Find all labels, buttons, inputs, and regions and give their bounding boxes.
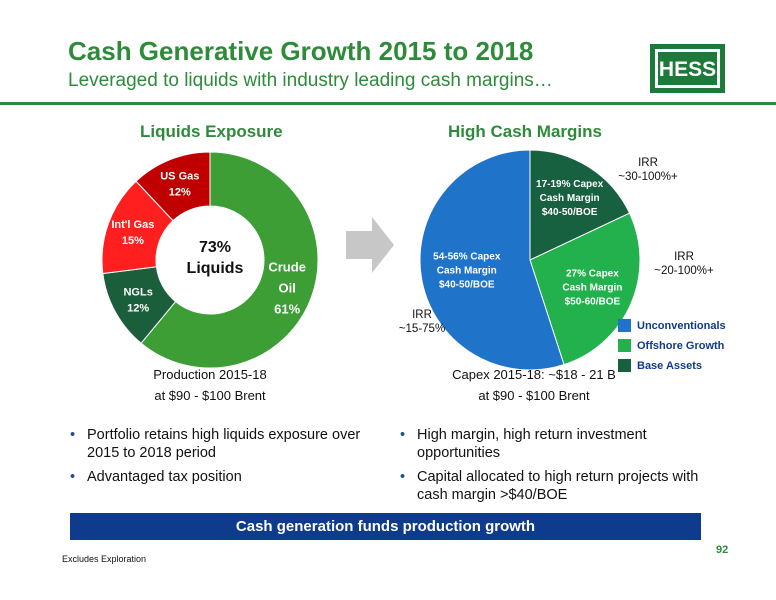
page-subtitle: Leveraged to liquids with industry leadi… bbox=[68, 70, 553, 91]
left-caption-line2: at $90 - $100 Brent bbox=[154, 388, 266, 403]
legend-label: Base Assets bbox=[637, 359, 703, 372]
donut-center-label: 73% Liquids bbox=[160, 237, 270, 279]
slice-label-line: Cash Margin bbox=[540, 193, 600, 204]
high-cash-margins-chart: 17-19% Capex Cash Margin $40-50/BOE 27% Cap… bbox=[419, 149, 641, 371]
right-arrow-icon bbox=[346, 217, 394, 273]
slice-label: 17-19% Capex Cash Margin $40-50/BOE bbox=[536, 179, 604, 218]
bullet-item: • Advantaged tax position bbox=[70, 468, 370, 486]
slice-label-line: Cash Margin bbox=[562, 283, 622, 294]
slice-label-line: $40-50/BOE bbox=[439, 280, 495, 291]
bullet-item: • Portfolio retains high liquids exposure… bbox=[70, 426, 370, 462]
page-number: 92 bbox=[716, 544, 729, 556]
footnote: Excludes Exploration bbox=[62, 554, 147, 564]
irr-label-unconventionals-line1: IRR bbox=[412, 309, 432, 321]
right-caption-line2: at $90 - $100 Brent bbox=[478, 388, 590, 403]
slice-label: NGLs 12% bbox=[123, 286, 152, 314]
title-divider bbox=[0, 102, 776, 105]
left-bullet-list: • Portfolio retains high liquids exposure… bbox=[70, 426, 370, 492]
legend-label: Offshore Growth bbox=[637, 339, 725, 352]
irr-label-unconventionals-line2: ~15-75% bbox=[398, 323, 446, 335]
bullet-text: High margin, high return investment oppo… bbox=[417, 427, 647, 461]
slice-label-line: 54-56% Capex bbox=[433, 252, 501, 263]
bullet-text: Capital allocated to high return project… bbox=[417, 469, 699, 503]
irr-label-offshore: IRR ~20-100%+ bbox=[654, 250, 714, 278]
center-text: Liquids bbox=[186, 260, 244, 277]
slice-label-line: $40-50/BOE bbox=[542, 207, 598, 218]
slice-label-line: Cash Margin bbox=[437, 266, 497, 277]
pie-slice bbox=[135, 151, 211, 222]
legend-item-unconventionals: Unconventionals bbox=[618, 319, 726, 332]
slice-label-line: 27% Capex bbox=[566, 269, 619, 280]
takeaway-banner: Cash generation funds production growth bbox=[70, 513, 701, 540]
right-caption-line1: Capex 2015-18: ~$18 - 21 B bbox=[452, 367, 616, 382]
irr-label-base-line1: IRR bbox=[638, 157, 658, 169]
slice-label: 27% Capex Cash Margin $50-60/BOE bbox=[562, 269, 622, 308]
irr-label-offshore-line2: ~20-100%+ bbox=[654, 265, 714, 277]
pie-slice bbox=[419, 149, 565, 371]
slice-label-line: 12% bbox=[169, 187, 191, 199]
slice-label-line: 15% bbox=[122, 235, 144, 247]
irr-label-offshore-line1: IRR bbox=[674, 251, 694, 263]
irr-label-base-line2: ~30-100%+ bbox=[618, 171, 678, 183]
slice-label-line: $50-60/BOE bbox=[565, 297, 621, 308]
liquids-exposure-chart: Crude Oil 61% NGLs 12% Int'l Gas 15% US Gas 12% bbox=[101, 151, 319, 369]
legend-swatch bbox=[618, 359, 631, 372]
slice-label-line: 17-19% Capex bbox=[536, 179, 604, 190]
pie-slice bbox=[140, 151, 319, 369]
bullet-text: Advantaged tax position bbox=[87, 469, 242, 485]
right-bullet-list: • High margin, high return investment opp… bbox=[400, 426, 700, 510]
bullet-dot: • bbox=[400, 469, 406, 485]
legend-label: Unconventionals bbox=[637, 319, 726, 332]
bullet-dot: • bbox=[70, 469, 76, 485]
slice-label: 54-56% Capex Cash Margin $40-50/BOE bbox=[433, 252, 501, 291]
center-percent: 73% bbox=[198, 239, 232, 256]
svg-text:HESS: HESS bbox=[659, 58, 716, 81]
left-caption-line1: Production 2015-18 bbox=[153, 367, 267, 382]
slice-label-line: Int'l Gas bbox=[111, 219, 154, 231]
legend-item-base-assets: Base Assets bbox=[618, 359, 702, 372]
page-title: Cash Generative Growth 2015 to 2018 bbox=[68, 36, 534, 66]
bullet-item: • Capital allocated to high return projec… bbox=[400, 468, 700, 504]
high-cash-margins-title: High Cash Margins bbox=[448, 122, 602, 141]
irr-label-base: IRR ~30-100%+ bbox=[618, 156, 678, 184]
pie-slice bbox=[529, 149, 631, 261]
legend-swatch bbox=[618, 339, 631, 352]
irr-label-unconventionals: IRR ~15-75% bbox=[392, 308, 452, 336]
slice-label-line: Oil bbox=[278, 280, 295, 295]
slice-label: Int'l Gas 15% bbox=[111, 219, 154, 247]
slice-label-line: NGLs bbox=[123, 286, 152, 298]
slice-label: Crude Oil 61% bbox=[268, 259, 306, 316]
slice-label-line: Crude bbox=[268, 259, 306, 274]
bullet-item: • High margin, high return investment opp… bbox=[400, 426, 700, 462]
liquids-exposure-title: Liquids Exposure bbox=[140, 122, 283, 141]
legend-swatch bbox=[618, 319, 631, 332]
hess-logo: HESS bbox=[650, 44, 725, 93]
slice-label-line: 12% bbox=[127, 302, 149, 314]
pie-slice bbox=[529, 212, 641, 366]
bullet-dot: • bbox=[400, 427, 406, 443]
slice-label-line: 61% bbox=[274, 301, 300, 316]
bullet-dot: • bbox=[70, 427, 76, 443]
bullet-text: Portfolio retains high liquids exposure … bbox=[87, 427, 361, 461]
slice-label-line: US Gas bbox=[160, 171, 199, 183]
legend-item-offshore-growth: Offshore Growth bbox=[618, 339, 724, 352]
slice-label: US Gas 12% bbox=[160, 171, 199, 199]
